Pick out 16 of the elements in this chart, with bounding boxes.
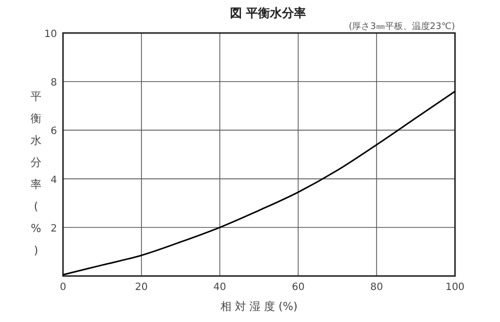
line-series xyxy=(62,90,456,276)
x-tick-label: 80 xyxy=(370,282,383,293)
x-tick-label: 0 xyxy=(60,282,66,293)
y-tick-label: 8 xyxy=(50,78,57,89)
x-tick-label: 20 xyxy=(135,282,148,293)
x-tick-label: 100 xyxy=(445,282,465,293)
chart-title: 図 平衡水分率 xyxy=(230,6,306,20)
y-tick-label: 2 xyxy=(50,223,57,234)
x-tick-label: 60 xyxy=(292,282,305,293)
chart-subtitle: (厚さ3㎜平板、温度23℃) xyxy=(348,21,455,32)
x-axis-title: 相 対 湿 度 (%) xyxy=(220,300,298,313)
y-axis-title: 平衡水分率(%) xyxy=(30,90,42,257)
y-tick-label: 10 xyxy=(44,29,57,40)
x-tick-label: 40 xyxy=(213,282,226,293)
y-tick-label: 4 xyxy=(50,174,57,186)
y-tick-label: 6 xyxy=(50,126,57,138)
